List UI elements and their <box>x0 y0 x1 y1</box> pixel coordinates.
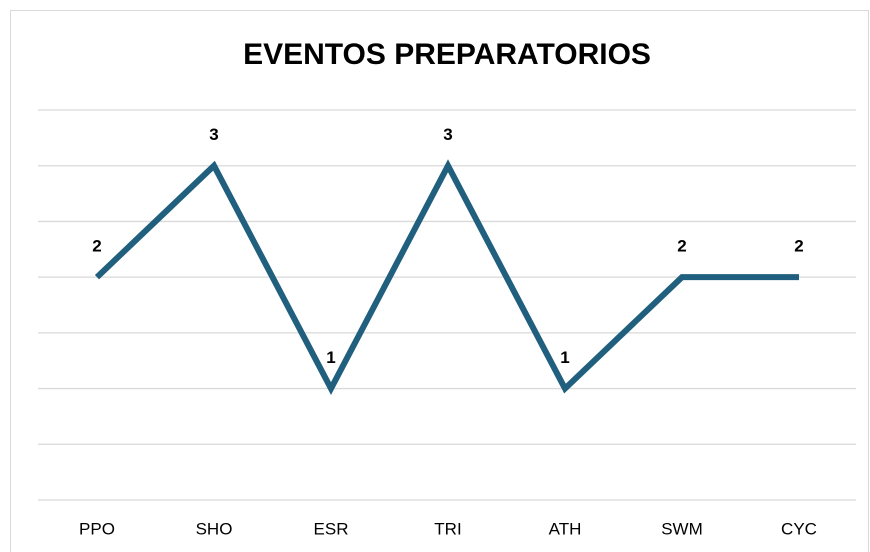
x-tick-label: ESR <box>314 519 349 538</box>
chart-title: EVENTOS PREPARATORIOS <box>243 38 651 71</box>
data-label: 3 <box>209 125 218 144</box>
line <box>94 159 799 396</box>
chart-border <box>10 10 869 552</box>
data-label: 2 <box>677 237 686 256</box>
data-label: 2 <box>794 237 803 256</box>
x-tick-label: TRI <box>434 519 461 538</box>
x-tick-label: SHO <box>196 519 233 538</box>
data-label: 1 <box>326 348 335 367</box>
x-tick-label: ATH <box>549 519 582 538</box>
x-tick-label: SWM <box>661 519 703 538</box>
data-label: 3 <box>443 125 452 144</box>
x-tick-label: PPO <box>79 519 115 538</box>
x-tick-label: CYC <box>781 519 817 538</box>
data-label: 1 <box>560 348 569 367</box>
data-label: 2 <box>92 237 101 256</box>
